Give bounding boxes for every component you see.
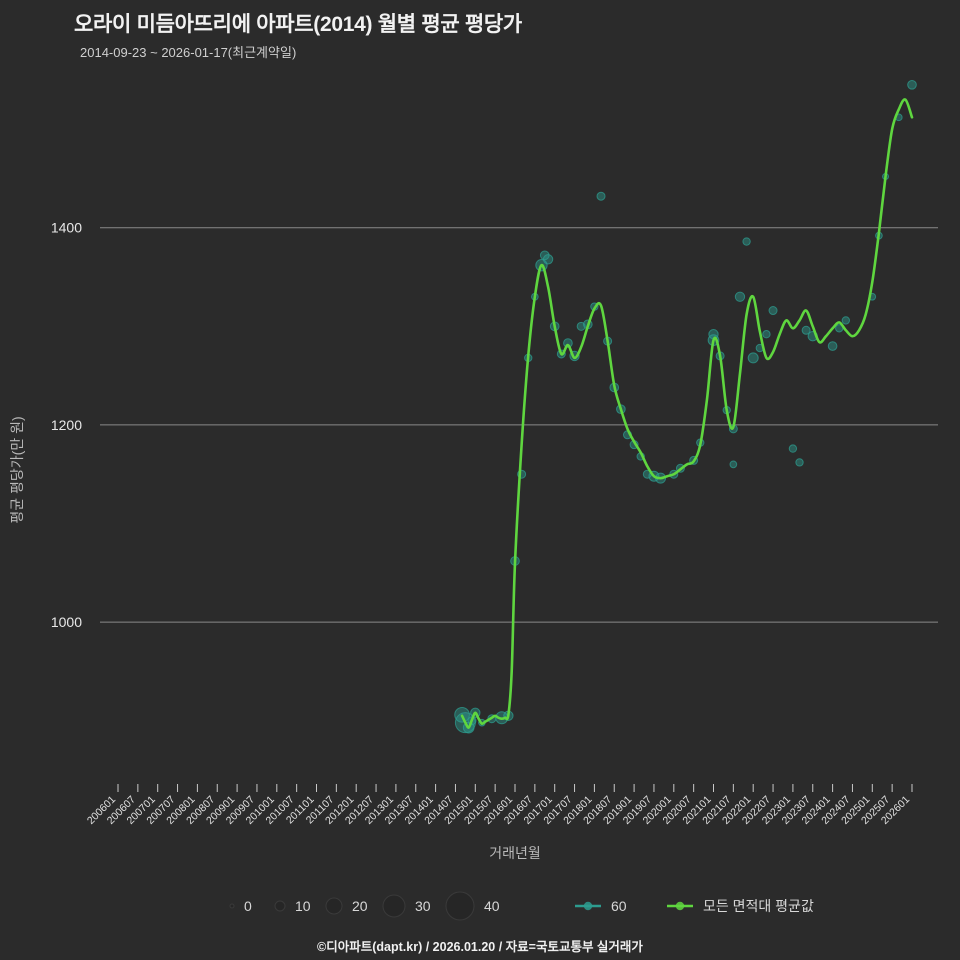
x-axis-ticks <box>117 784 913 792</box>
scatter-point <box>596 191 606 201</box>
scatter-point <box>768 306 778 316</box>
scatter-point <box>907 79 917 90</box>
chart-footer-credit: ©디아파트(dapt.kr) / 2026.01.20 / 자료=국토교통부 실… <box>317 940 643 954</box>
scatter-point <box>827 341 838 351</box>
legend-line-dot[interactable] <box>583 901 593 911</box>
chart-subtitle: 2014-09-23 ~ 2026-01-17(최근계약일) <box>80 45 297 60</box>
legend-size-marker[interactable] <box>445 891 475 921</box>
y-axis-tick-label: 1000 <box>51 614 82 630</box>
legend-line-label[interactable]: 60 <box>611 898 627 914</box>
x-axis-tick-labels: 2006012006072007012007072008012008072009… <box>85 794 912 827</box>
scatter-point <box>747 352 759 364</box>
legend-size-label[interactable]: 0 <box>244 898 252 914</box>
legend-size-marker[interactable] <box>325 897 343 915</box>
y-axis-tick-label: 1400 <box>51 220 82 236</box>
scatter-point <box>762 330 771 339</box>
scatter-point <box>563 338 573 348</box>
y-axis-label: 평균 평당가(만 원) <box>9 416 25 523</box>
scatter-point <box>788 444 798 453</box>
legend-line-label[interactable]: 모든 면적대 평균값 <box>703 898 814 914</box>
scatter-point <box>742 237 751 246</box>
scatter-point <box>841 316 851 325</box>
x-axis-label: 거래년월 <box>489 845 541 861</box>
legend-size-marker[interactable] <box>229 903 235 909</box>
scatter-point <box>734 291 746 302</box>
scatter-point <box>801 325 811 335</box>
gridlines-group <box>100 227 938 623</box>
legend-size-label[interactable]: 30 <box>415 898 431 914</box>
scatter-point <box>729 460 738 469</box>
legend-line-dot[interactable] <box>675 901 685 911</box>
chart-plot-area: 1000 1200 1400 200601200607200701200707200… <box>9 79 938 921</box>
legend-size-marker[interactable] <box>382 894 406 918</box>
legend-size-label[interactable]: 10 <box>295 898 311 914</box>
chart-title: 오라이 미듬아뜨리에 아파트(2014) 월별 평균 평당가 <box>74 13 522 36</box>
legend-size-marker[interactable] <box>274 900 286 912</box>
y-axis-tick-labels: 1000 1200 1400 <box>51 220 82 630</box>
chart-legend[interactable]: 0 10 20 30 40 60 모든 면적대 평균값 <box>229 891 814 921</box>
line-series-average <box>460 98 914 729</box>
average-line-path <box>460 98 914 729</box>
legend-size-label[interactable]: 40 <box>484 898 500 914</box>
y-axis-tick-label: 1200 <box>51 417 82 433</box>
scatter-point <box>795 458 804 467</box>
scatter-point <box>542 254 554 265</box>
legend-size-label[interactable]: 20 <box>352 898 368 914</box>
